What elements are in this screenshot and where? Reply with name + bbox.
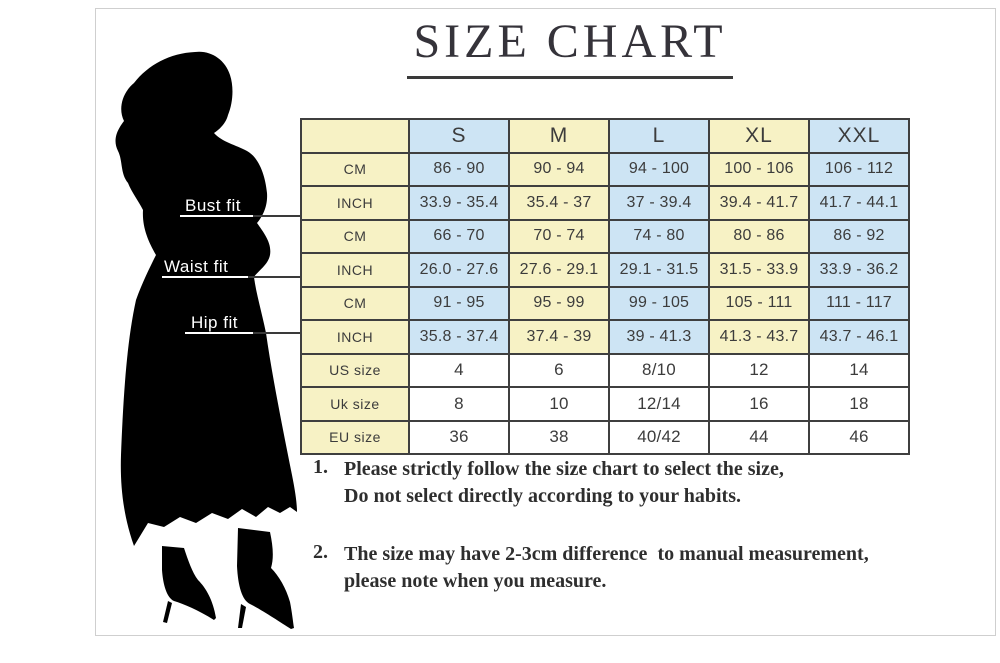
silhouette-right-heel: [238, 604, 246, 628]
size-value-cell: 39.4 - 41.7: [708, 185, 810, 221]
header-row: S M L XL XXL: [300, 118, 910, 154]
table-row-hip-inch: INCH 35.8 - 37.4 37.4 - 39 39 - 41.3 41.3 - …: [300, 319, 910, 355]
notes-section: 1. Please strictly follow the size chart…: [313, 456, 998, 626]
size-value-cell: 41.3 - 43.7: [708, 319, 810, 355]
size-value-cell: 80 - 86: [708, 218, 810, 254]
row-label: INCH: [300, 185, 410, 221]
size-value-cell: 86 - 90: [408, 151, 510, 187]
column-header-xl: XL: [708, 118, 810, 154]
table-row-conversion-us-size: US size 4 6 8/10 12 14: [300, 352, 910, 388]
size-value-cell: 74 - 80: [608, 218, 710, 254]
size-value-cell: 105 - 111: [708, 285, 810, 321]
note-2-text: The size may have 2-3cm difference to ma…: [344, 541, 869, 595]
row-label: CM: [300, 218, 410, 254]
row-label: INCH: [300, 319, 410, 355]
size-value-cell: 111 - 117: [808, 285, 910, 321]
woman-silhouette: [115, 51, 298, 629]
size-value-cell: 8: [408, 386, 510, 422]
size-value-cell: 18: [808, 386, 910, 422]
size-value-cell: 41.7 - 44.1: [808, 185, 910, 221]
size-value-cell: 37 - 39.4: [608, 185, 710, 221]
note-2: 2. The size may have 2-3cm difference to…: [313, 541, 998, 595]
table-row-waist-cm: CM 66 - 70 70 - 74 74 - 80 80 - 86 86 - 92: [300, 218, 910, 254]
size-value-cell: 94 - 100: [608, 151, 710, 187]
corner-cell: [300, 118, 410, 154]
size-value-cell: 33.9 - 36.2: [808, 252, 910, 288]
size-value-cell: 6: [508, 352, 610, 388]
hip-label-underline: [185, 332, 253, 334]
row-label: US size: [300, 352, 410, 388]
table-row-hip-cm: CM 91 - 95 95 - 99 99 - 105 105 - 111 111 - 1…: [300, 285, 910, 321]
size-value-cell: 46: [808, 419, 910, 455]
note-1-line-1: Please strictly follow the size chart to…: [344, 458, 784, 480]
size-value-cell: 4: [408, 352, 510, 388]
size-value-cell: 95 - 99: [508, 285, 610, 321]
size-value-cell: 66 - 70: [408, 218, 510, 254]
note-2-line-1: The size may have 2-3cm difference to ma…: [344, 543, 869, 565]
size-value-cell: 33.9 - 35.4: [408, 185, 510, 221]
size-value-cell: 100 - 106: [708, 151, 810, 187]
size-value-cell: 99 - 105: [608, 285, 710, 321]
size-value-cell: 31.5 - 33.9: [708, 252, 810, 288]
size-value-cell: 26.0 - 27.6: [408, 252, 510, 288]
size-value-cell: 43.7 - 46.1: [808, 319, 910, 355]
table-row-conversion-uk-size: Uk size 8 10 12/14 16 18: [300, 386, 910, 422]
bust-fit-label: Bust fit: [185, 196, 241, 215]
column-header-m: M: [508, 118, 610, 154]
size-value-cell: 91 - 95: [408, 285, 510, 321]
silhouette-body: [115, 51, 298, 547]
size-value-cell: 29.1 - 31.5: [608, 252, 710, 288]
note-2-number: 2.: [313, 541, 328, 563]
hip-fit-label: Hip fit: [191, 313, 238, 332]
size-value-cell: 70 - 74: [508, 218, 610, 254]
note-1-line-2: Do not select directly according to your…: [344, 485, 742, 507]
waist-label-underline: [162, 276, 248, 278]
size-value-cell: 8/10: [608, 352, 710, 388]
size-value-cell: 36: [408, 419, 510, 455]
table-row-bust-cm: CM 86 - 90 90 - 94 94 - 100 100 - 106 106 - 1…: [300, 151, 910, 187]
note-1-text: Please strictly follow the size chart to…: [344, 456, 784, 510]
size-value-cell: 44: [708, 419, 810, 455]
size-value-cell: 16: [708, 386, 810, 422]
size-value-cell: 27.6 - 29.1: [508, 252, 610, 288]
page-title: SIZE CHART: [407, 14, 733, 79]
waist-fit-label: Waist fit: [164, 257, 229, 276]
note-1-number: 1.: [313, 456, 328, 478]
size-value-cell: 14: [808, 352, 910, 388]
column-header-s: S: [408, 118, 510, 154]
table-row-bust-inch: INCH 33.9 - 35.4 35.4 - 37 37 - 39.4 39.4 - …: [300, 185, 910, 221]
size-value-cell: 35.4 - 37: [508, 185, 610, 221]
row-label: INCH: [300, 252, 410, 288]
row-label: EU size: [300, 419, 410, 455]
table-row-waist-inch: INCH 26.0 - 27.6 27.6 - 29.1 29.1 - 31.5 31.…: [300, 252, 910, 288]
size-value-cell: 90 - 94: [508, 151, 610, 187]
size-value-cell: 35.8 - 37.4: [408, 319, 510, 355]
size-value-cell: 37.4 - 39: [508, 319, 610, 355]
row-label: Uk size: [300, 386, 410, 422]
bust-label-underline: [180, 215, 253, 217]
column-header-l: L: [608, 118, 710, 154]
note-2-line-2: please note when you measure.: [344, 570, 607, 592]
size-table: S M L XL XXL CM 86 - 90 90 - 94 94 - 100 100 - 10…: [300, 118, 910, 455]
silhouette-left-leg: [162, 546, 216, 620]
size-value-cell: 12: [708, 352, 810, 388]
size-value-cell: 106 - 112: [808, 151, 910, 187]
size-value-cell: 40/42: [608, 419, 710, 455]
row-label: CM: [300, 151, 410, 187]
silhouette-left-heel: [163, 601, 172, 623]
size-value-cell: 86 - 92: [808, 218, 910, 254]
column-header-xxl: XXL: [808, 118, 910, 154]
row-label: CM: [300, 285, 410, 321]
table-row-conversion-eu-size: EU size 36 38 40/42 44 46: [300, 419, 910, 455]
size-value-cell: 10: [508, 386, 610, 422]
note-1: 1. Please strictly follow the size chart…: [313, 456, 998, 510]
size-value-cell: 12/14: [608, 386, 710, 422]
silhouette-right-leg: [237, 528, 294, 629]
size-value-cell: 39 - 41.3: [608, 319, 710, 355]
size-value-cell: 38: [508, 419, 610, 455]
